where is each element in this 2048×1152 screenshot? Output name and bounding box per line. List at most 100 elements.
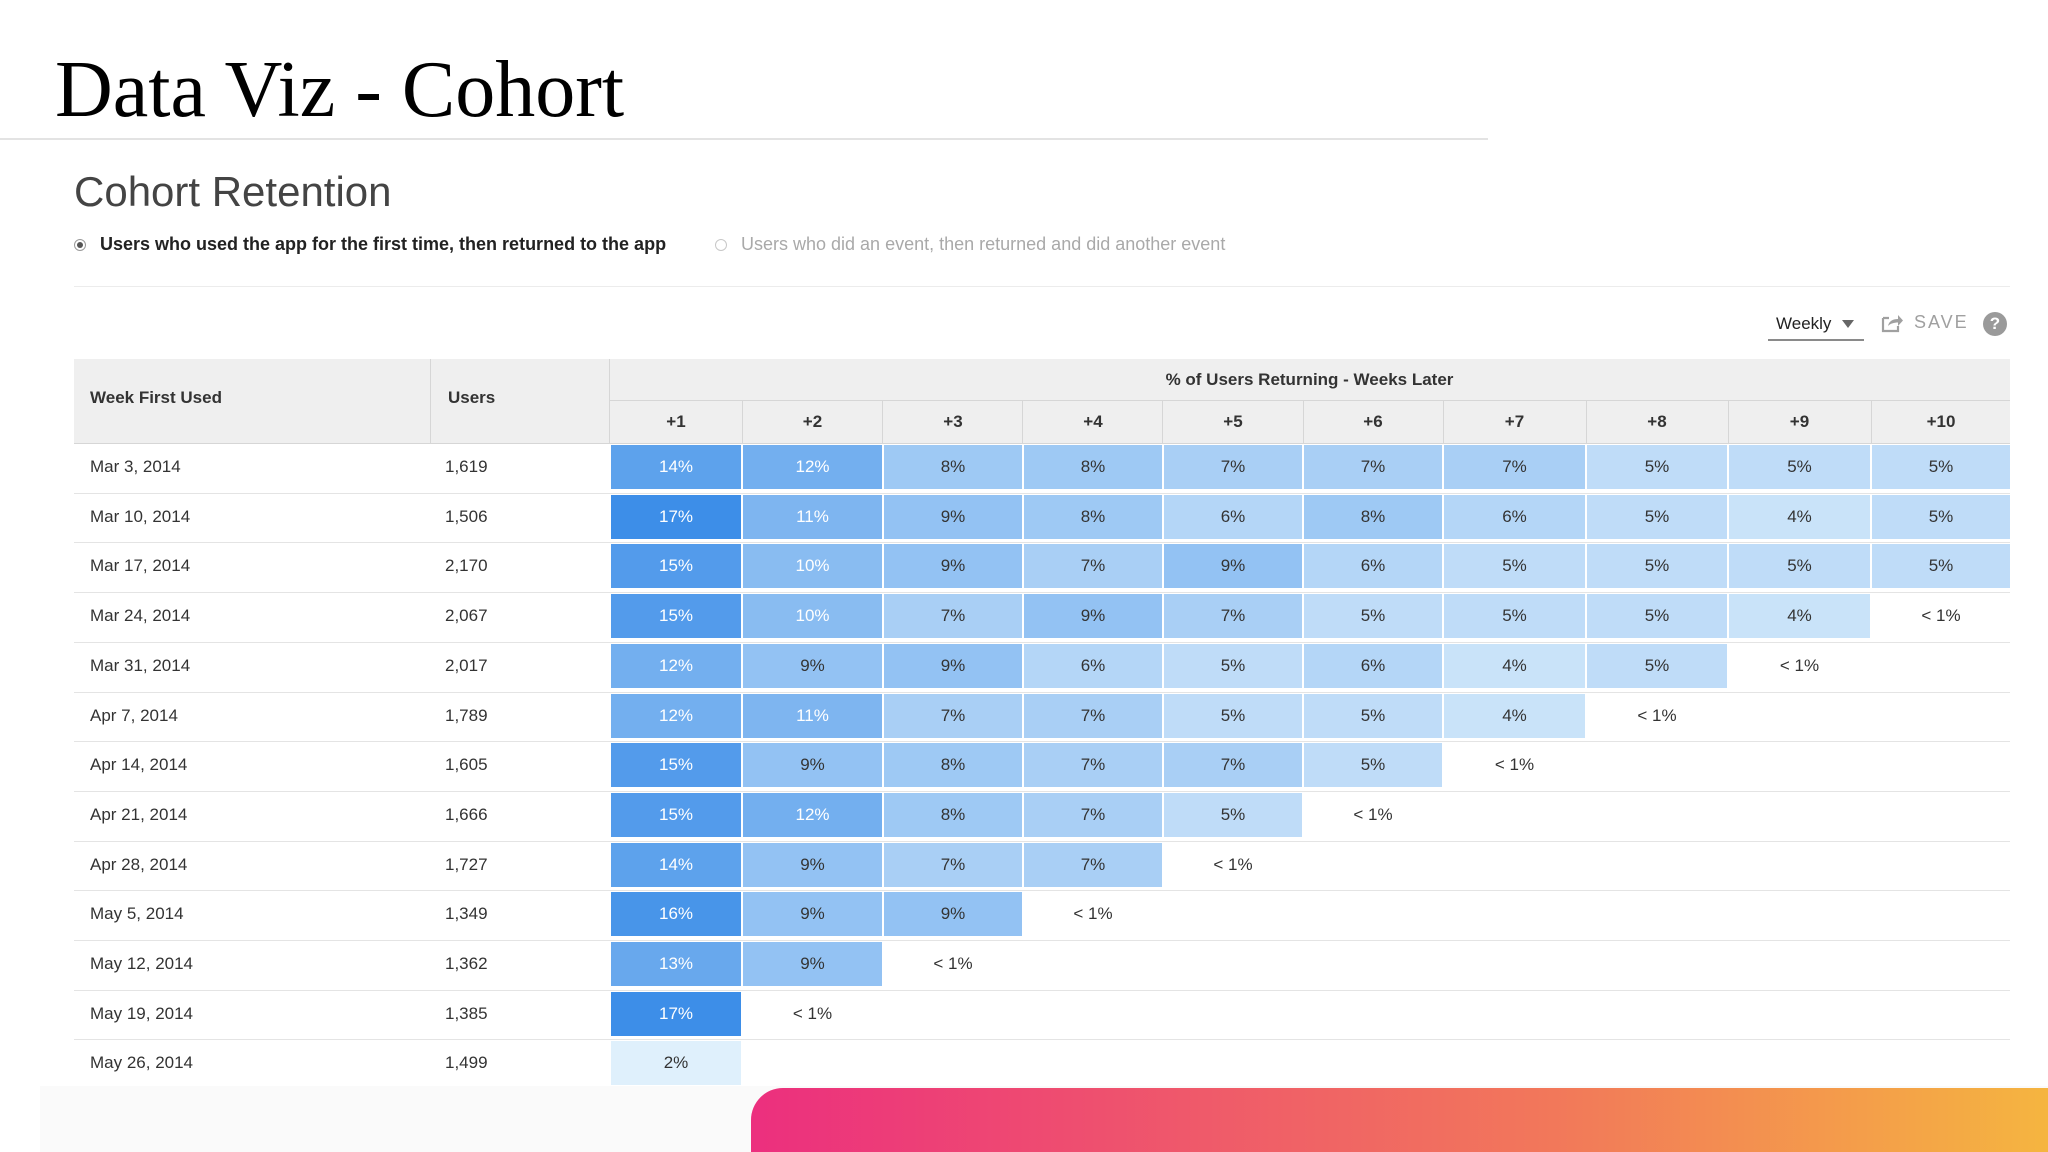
cohort-date: Apr 14, 2014 [90, 755, 188, 774]
cohort-date: Mar 17, 2014 [90, 556, 191, 575]
cohort-users: 1,499 [445, 1053, 488, 1072]
retention-cell: 4% [1444, 694, 1585, 738]
row-divider [74, 692, 2010, 693]
retention-cell: < 1% [1024, 892, 1162, 936]
retention-cell: 9% [1024, 594, 1162, 638]
retention-cell: 7% [1024, 793, 1162, 837]
cohort-users: 2,017 [445, 656, 488, 675]
retention-cell: 5% [1587, 544, 1727, 588]
retention-cell: 7% [1024, 694, 1162, 738]
retention-cell: 7% [1024, 743, 1162, 787]
interval-select[interactable]: Weekly [1768, 308, 1864, 341]
radio-first-time-users-label: Users who used the app for the first tim… [100, 234, 667, 254]
column-header-users: Users [448, 388, 496, 407]
header-column-divider [1728, 400, 1729, 443]
row-divider [74, 990, 2010, 991]
retention-cell: 7% [1164, 594, 1302, 638]
retention-cell: 4% [1729, 495, 1870, 539]
retention-cell: 2% [611, 1041, 741, 1085]
column-header-returning: % of Users Returning - Weeks Later [1165, 370, 1454, 389]
header-column-divider [882, 400, 883, 443]
section-divider [74, 286, 2010, 287]
header-column-divider [1586, 400, 1587, 443]
retention-cell: < 1% [1164, 843, 1302, 887]
retention-cell: 11% [743, 495, 882, 539]
retention-cell: 17% [611, 992, 741, 1036]
retention-cell: 12% [743, 445, 882, 489]
row-divider [74, 940, 2010, 941]
retention-cell: 7% [884, 594, 1022, 638]
retention-cell: 5% [1587, 495, 1727, 539]
cohort-users: 1,619 [445, 457, 488, 476]
week-header: +8 [1647, 412, 1667, 431]
retention-cell: < 1% [884, 942, 1022, 986]
retention-cell: 9% [743, 843, 882, 887]
retention-cell: 9% [743, 892, 882, 936]
retention-cell: 5% [1304, 694, 1442, 738]
week-header: +7 [1504, 412, 1525, 431]
row-divider [74, 1039, 2010, 1040]
retention-cell: 10% [743, 594, 882, 638]
retention-cell: 10% [743, 544, 882, 588]
share-icon [1881, 314, 1903, 332]
row-divider [74, 841, 2010, 842]
row-divider [74, 791, 2010, 792]
retention-cell: < 1% [1729, 644, 1870, 688]
row-divider [74, 642, 2010, 643]
retention-cell: 5% [1872, 544, 2010, 588]
retention-cell: 9% [743, 743, 882, 787]
retention-cell: 9% [1164, 544, 1302, 588]
retention-cell: 12% [611, 644, 741, 688]
retention-cell: 7% [1444, 445, 1585, 489]
retention-cell: 17% [611, 495, 741, 539]
row-divider [74, 890, 2010, 891]
header-column-divider [1443, 400, 1444, 443]
retention-cell: 7% [1304, 445, 1442, 489]
row-divider [74, 741, 2010, 742]
retention-cell: 4% [1729, 594, 1870, 638]
cohort-date: Apr 21, 2014 [90, 805, 188, 824]
retention-cell: < 1% [1304, 793, 1442, 837]
retention-cell: 8% [884, 445, 1022, 489]
row-divider [74, 493, 2010, 494]
retention-cell: 15% [611, 594, 741, 638]
week-header: +10 [1926, 412, 1956, 431]
save-button[interactable]: SAVE [1880, 312, 1969, 333]
header-column-divider [1871, 400, 1872, 443]
retention-cell: 6% [1304, 644, 1442, 688]
save-label: SAVE [1914, 312, 1969, 332]
cohort-date: May 19, 2014 [90, 1004, 194, 1023]
panel-heading: Cohort Retention [74, 168, 392, 215]
help-icon[interactable]: ? [1983, 312, 2007, 336]
radio-event-users[interactable]: Users who did an event, then returned an… [715, 234, 1225, 255]
retention-cell: 11% [743, 694, 882, 738]
retention-cell: 7% [1164, 445, 1302, 489]
cohort-users: 1,349 [445, 904, 488, 923]
cohort-users: 1,506 [445, 507, 488, 526]
retention-cell: < 1% [1587, 694, 1727, 738]
cohort-date: May 5, 2014 [90, 904, 184, 923]
caret-down-icon [1842, 319, 1854, 328]
header-divider [609, 400, 2010, 401]
header-column-divider [1022, 400, 1023, 443]
retention-cell: 8% [1024, 495, 1162, 539]
header-bottom-border [74, 443, 2010, 444]
cohort-users: 2,170 [445, 556, 488, 575]
retention-cell: 7% [1164, 743, 1302, 787]
retention-cell: 15% [611, 544, 741, 588]
retention-cell: 5% [1304, 594, 1442, 638]
week-header: +5 [1223, 412, 1243, 431]
retention-cell: 14% [611, 843, 741, 887]
header-column-divider [742, 400, 743, 443]
cohort-date: Mar 24, 2014 [90, 606, 191, 625]
retention-cell: 15% [611, 743, 741, 787]
cohort-table: Week First Used Users % of Users Returni… [74, 359, 2010, 1086]
retention-cell: 5% [1872, 445, 2010, 489]
retention-cell: < 1% [743, 992, 882, 1036]
retention-cell: 7% [884, 694, 1022, 738]
retention-cell: 6% [1024, 644, 1162, 688]
retention-cell: 8% [884, 743, 1022, 787]
radio-first-time-users[interactable]: Users who used the app for the first tim… [74, 234, 666, 255]
retention-cell: 7% [1024, 544, 1162, 588]
week-header: +2 [802, 412, 823, 431]
